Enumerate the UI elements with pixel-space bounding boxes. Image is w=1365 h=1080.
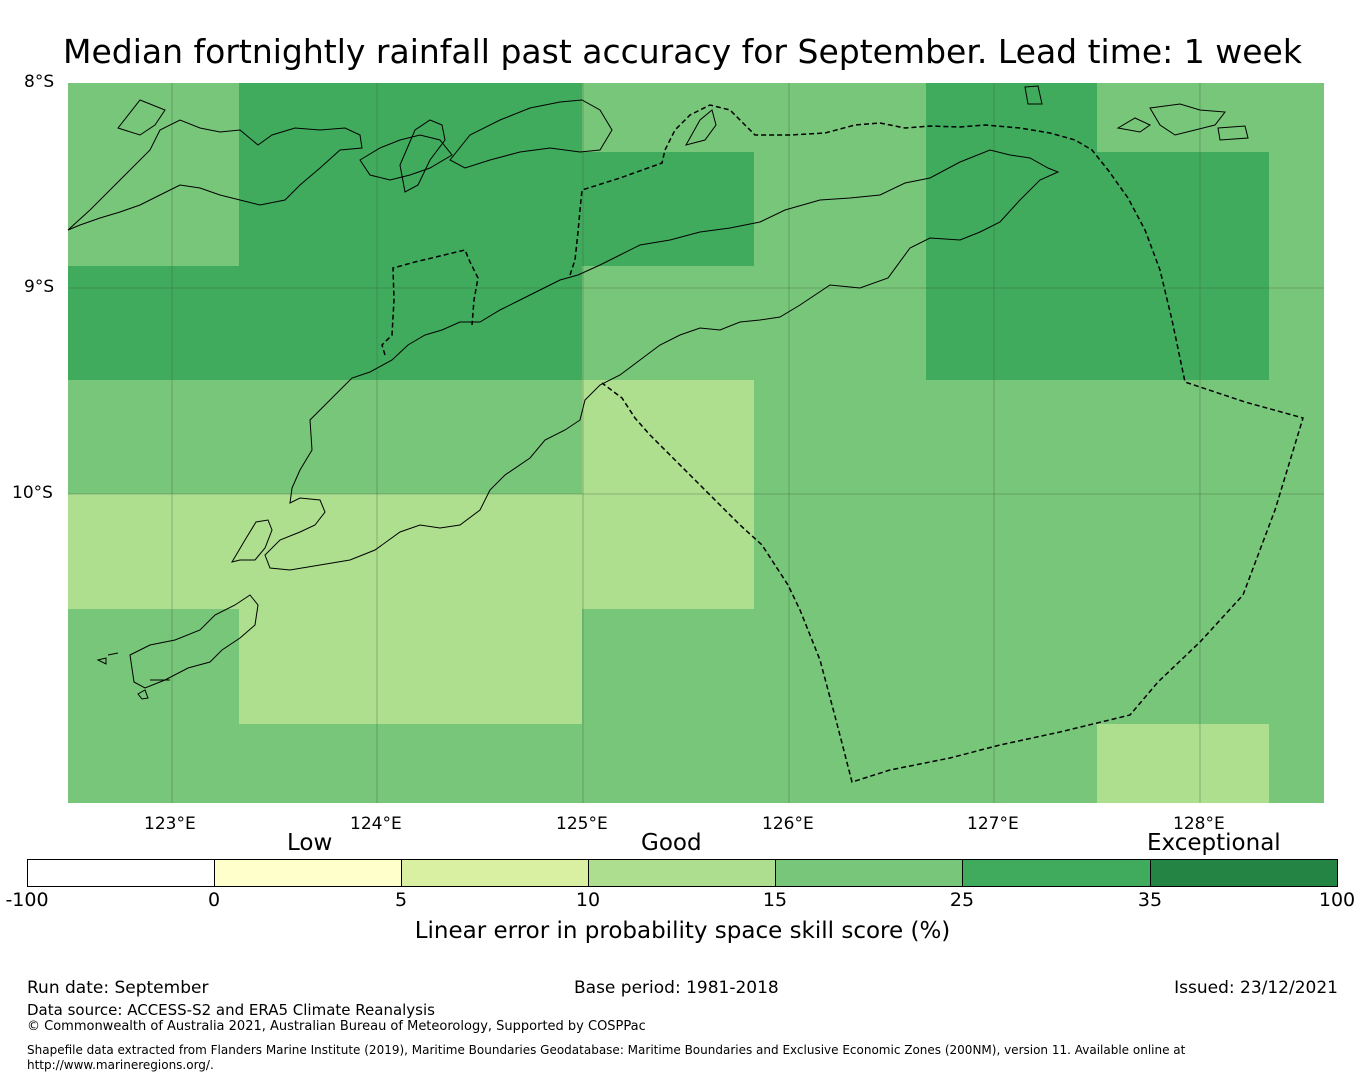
map-title: Median fortnightly rainfall past accurac… xyxy=(63,32,1302,71)
wetar-island xyxy=(449,99,613,169)
colorbar-tick: 10 xyxy=(575,889,601,911)
colorbar-frame xyxy=(27,859,1338,887)
lon-label-123e: 123°E xyxy=(144,814,196,834)
colorbar-tick: 35 xyxy=(1137,889,1163,911)
skill-cells-10-15 xyxy=(68,380,1269,803)
colorbar-segment-7 xyxy=(1150,859,1338,887)
lon-label-125e: 125°E xyxy=(556,814,608,834)
atauro-island xyxy=(684,109,717,146)
colorbar-segment-6 xyxy=(962,859,1151,887)
timor-coast xyxy=(264,149,1060,571)
alor-island xyxy=(359,134,453,181)
coastlines xyxy=(67,85,1249,700)
maritime-boundaries xyxy=(381,104,1304,783)
colorbar-tick: 0 xyxy=(207,889,221,911)
shapefile-credit: Shapefile data extracted from Flanders M… xyxy=(27,1043,1186,1057)
shapefile-url: http://www.marineregions.org/. xyxy=(27,1058,214,1072)
lon-label-126e: 126°E xyxy=(762,814,814,834)
colorbar-tick: 15 xyxy=(762,889,788,911)
flores-coast xyxy=(67,119,363,231)
lat-label-8s: 8°S xyxy=(24,72,55,92)
lat-label-9s: 9°S xyxy=(24,277,55,297)
islet-north xyxy=(1024,85,1043,105)
legend-category-good: Good xyxy=(641,830,702,856)
kisar-islands xyxy=(1116,103,1249,141)
sumba-island xyxy=(129,594,259,689)
colorbar-segment-1 xyxy=(27,859,215,887)
timor-leste-boundary xyxy=(569,104,1304,783)
pantar-island xyxy=(399,119,446,193)
oecusse-boundary xyxy=(381,249,479,356)
colorbar-segment-5 xyxy=(775,859,963,887)
flores-north xyxy=(117,99,166,136)
rote-island xyxy=(230,519,273,563)
colorbar-segment-4 xyxy=(588,859,776,887)
legend-category-low: Low xyxy=(287,830,333,856)
colorbar-tick: 25 xyxy=(949,889,975,911)
colorbar xyxy=(27,859,1338,887)
data-source: Data source: ACCESS-S2 and ERA5 Climate … xyxy=(27,1001,435,1019)
colorbar-segment-2 xyxy=(214,859,402,887)
colorbar-segment-3 xyxy=(401,859,589,887)
graticule xyxy=(68,83,1324,803)
issued-date: Issued: 23/12/2021 xyxy=(1174,978,1338,998)
run-date: Run date: September xyxy=(27,978,209,998)
copyright: © Commonwealth of Australia 2021, Austra… xyxy=(27,1019,646,1034)
colorbar-tick: -100 xyxy=(5,889,49,911)
lon-label-128e: 128°E xyxy=(1173,814,1225,834)
colorbar-label: Linear error in probability space skill … xyxy=(414,918,951,944)
lat-label-10s: 10°S xyxy=(12,483,53,503)
colorbar-tick: 5 xyxy=(394,889,408,911)
colorbar-tick: 100 xyxy=(1318,889,1356,911)
lon-label-124e: 124°E xyxy=(350,814,402,834)
base-period: Base period: 1981-2018 xyxy=(574,978,779,998)
legend-category-exceptional: Exceptional xyxy=(1147,830,1281,856)
lon-label-127e: 127°E xyxy=(967,814,1019,834)
islet-west xyxy=(96,652,170,700)
